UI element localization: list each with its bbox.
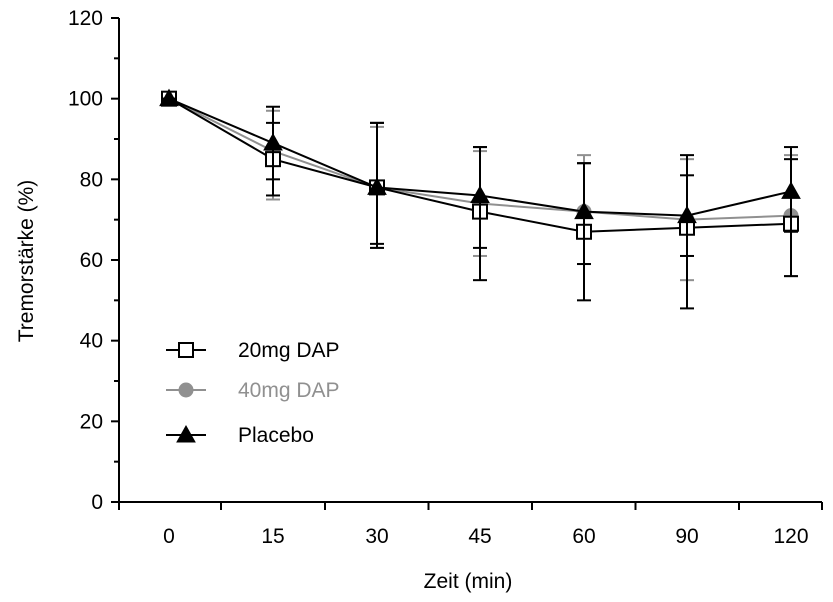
legend-item-0: 20mg DAP: [166, 339, 340, 362]
y-axis-title: Tremorstärke (%): [15, 180, 38, 343]
data-point: [470, 185, 490, 203]
x-tick-label: 90: [675, 525, 698, 548]
legend-marker: [176, 424, 196, 443]
legend-label: Placebo: [238, 424, 314, 447]
legend-marker: [178, 342, 194, 358]
data-point: [677, 205, 697, 224]
axes: [118, 18, 822, 503]
x-tick-label: 120: [773, 525, 808, 548]
y-tick-label: 0: [91, 491, 103, 514]
data-point: [263, 133, 283, 151]
series-2: [159, 88, 801, 266]
data-point: [574, 201, 594, 220]
data-point: [781, 181, 801, 199]
legend-item-2: Placebo: [166, 424, 314, 447]
data-point: [159, 88, 179, 107]
x-tick-label: 15: [261, 525, 284, 548]
legend: 20mg DAP 40mg DAP Placebo: [166, 339, 340, 447]
legend-label: 40mg DAP: [238, 379, 340, 402]
x-tick-label: 30: [365, 525, 388, 548]
x-axis-title: Zeit (min): [424, 570, 513, 593]
legend-label: 20mg DAP: [238, 339, 340, 362]
y-tick-label: 40: [80, 330, 103, 353]
y-tick-label: 100: [68, 88, 103, 111]
x-tick-label: 0: [163, 525, 175, 548]
legend-marker: [178, 382, 194, 398]
ticks: 0 20 40 60 80 100 120 0 15 30 45 60 90 120: [68, 7, 823, 548]
y-tick-label: 80: [80, 168, 103, 191]
data-point: [367, 177, 387, 195]
legend-item-1: 40mg DAP: [166, 379, 340, 402]
series-layer: [159, 88, 801, 310]
y-tick-label: 120: [68, 7, 103, 30]
x-tick-label: 60: [572, 525, 595, 548]
y-tick-label: 20: [80, 410, 103, 433]
x-tick-label: 45: [468, 525, 491, 548]
y-tick-label: 60: [80, 249, 103, 272]
